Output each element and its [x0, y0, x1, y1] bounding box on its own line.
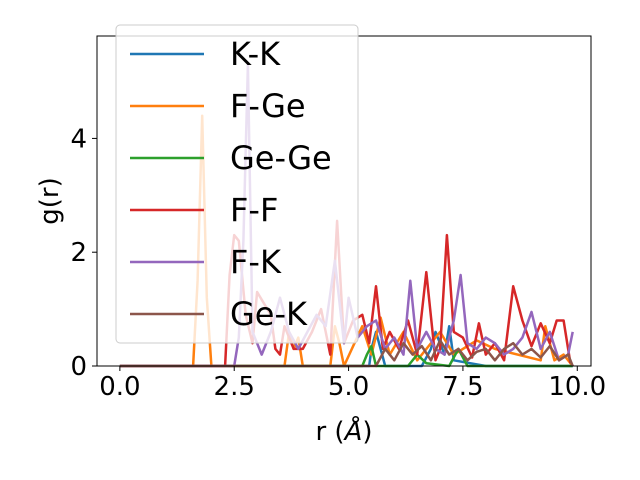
x-tick-label: 2.5 — [214, 372, 255, 402]
x-tick-label: 5.0 — [328, 372, 369, 402]
x-tick-label: 10.0 — [548, 372, 606, 402]
y-tick-label: 0 — [70, 352, 87, 382]
x-axis-label: r (Å) — [315, 415, 372, 447]
x-axis: 0.0 2.5 5.0 7.5 10.0 — [99, 366, 606, 402]
x-tick-label: 0.0 — [99, 372, 140, 402]
legend-box — [115, 24, 359, 344]
y-axis-label: g(r) — [35, 177, 65, 224]
legend: K-K F-Ge Ge-Ge F-F F-K Ge-K — [115, 24, 359, 344]
series-line-ge-k — [119, 339, 574, 368]
legend-label-ge-k: Ge-K — [230, 295, 308, 333]
y-axis: 0 2 4 — [70, 124, 97, 382]
legend-label-f-ge: F-Ge — [230, 87, 306, 125]
legend-label-f-f: F-F — [230, 191, 278, 229]
y-tick-label: 4 — [70, 124, 87, 154]
legend-label-ge-ge: Ge-Ge — [230, 139, 332, 177]
y-tick-label: 2 — [70, 238, 87, 268]
legend-label-f-k: F-K — [230, 243, 282, 281]
legend-label-k-k: K-K — [230, 35, 281, 73]
x-tick-label: 7.5 — [442, 372, 483, 402]
